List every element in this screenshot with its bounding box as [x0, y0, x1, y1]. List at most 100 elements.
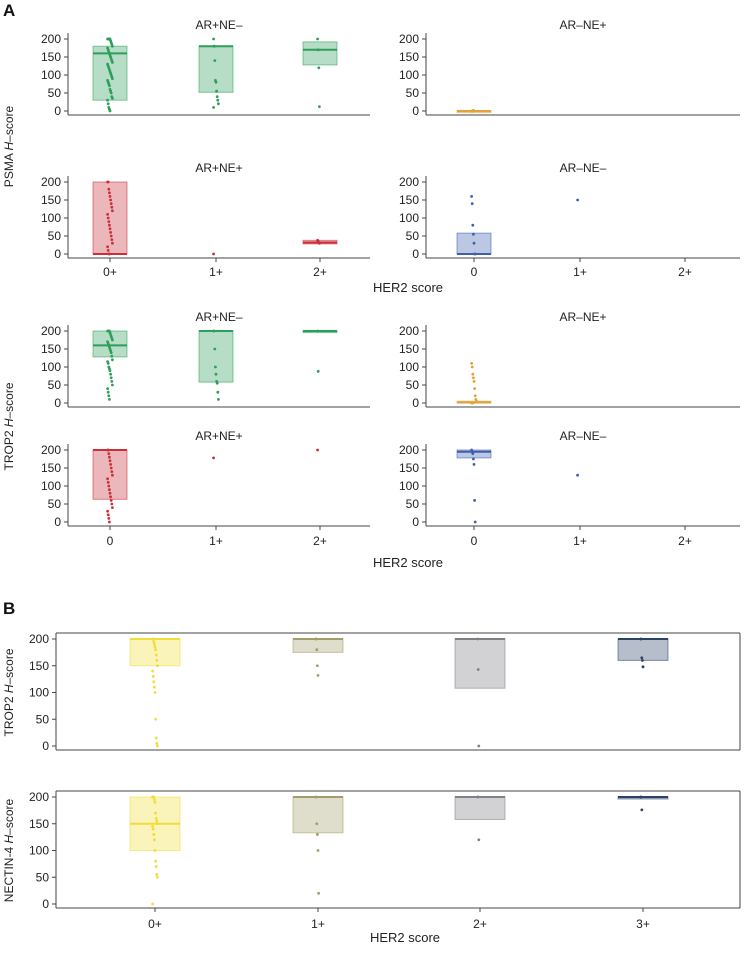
data-point [315, 822, 319, 826]
facet-trop2a-bottom-left: 0 50 100 150 200 AR+NE+ [41, 429, 370, 529]
data-point [470, 202, 474, 206]
y-tick-label: 150 [41, 193, 61, 207]
facet-title: AR–NE– [560, 429, 607, 443]
data-point [106, 213, 109, 216]
data-point [153, 685, 156, 689]
data-point [111, 338, 114, 342]
data-point [156, 822, 159, 826]
data-point [154, 811, 158, 815]
data-point [111, 506, 114, 509]
data-point [109, 231, 112, 234]
data-point [155, 659, 159, 662]
x-tick-label: 2+ [313, 534, 327, 548]
y-tick-label: 200 [41, 32, 61, 46]
x-tick-label: 1+ [573, 265, 587, 279]
data-point [473, 252, 477, 256]
y-tick-label: 100 [41, 360, 61, 374]
box [198, 45, 234, 93]
y-axis-title: PSMA H–score [2, 105, 16, 187]
data-point [110, 502, 114, 506]
x-tick-label: 1+ [311, 917, 325, 931]
facet-title: AR–NE+ [559, 18, 606, 32]
data-point [216, 390, 220, 394]
x-tick-label: 0 [107, 534, 114, 548]
x-tick-label: 1+ [573, 534, 587, 548]
data-point [152, 795, 156, 799]
data-point [108, 252, 111, 256]
data-point [108, 223, 111, 227]
x-axis-title: HER2 score [373, 555, 443, 570]
y-tick-label: 200 [41, 324, 61, 338]
y-tick-label: 150 [41, 50, 61, 64]
data-point [111, 209, 114, 213]
panel-b-label: B [3, 599, 15, 618]
data-point [109, 202, 113, 206]
data-point [316, 37, 319, 41]
data-point [470, 195, 473, 198]
data-point [108, 488, 111, 491]
data-point [472, 232, 475, 236]
data-point [111, 77, 114, 80]
data-point [317, 66, 321, 70]
data-point [111, 241, 114, 245]
y-tick-label: 150 [399, 50, 419, 64]
data-point [475, 399, 478, 403]
data-point [640, 656, 644, 660]
data-point [152, 640, 156, 644]
data-point [106, 180, 110, 184]
data-point [107, 452, 111, 455]
y-tick-label: 100 [41, 68, 61, 82]
data-point [106, 390, 110, 394]
data-point [109, 234, 113, 238]
data-point [473, 520, 477, 524]
data-point [212, 44, 216, 48]
data-point [108, 369, 112, 372]
y-axis-title: TROP2 H–score [2, 382, 16, 470]
data-point [109, 499, 113, 502]
data-point [217, 398, 220, 401]
box [454, 796, 506, 820]
y-tick-label: 0 [42, 897, 49, 911]
data-point [314, 795, 318, 799]
data-point [472, 241, 476, 245]
x-tick-label: 2+ [678, 534, 692, 548]
data-point [316, 329, 319, 333]
y-tick-label: 200 [29, 632, 49, 646]
data-point [317, 891, 320, 895]
data-point [151, 825, 155, 828]
facet-trop2a-top-left: 0 50 100 150 200 AR+NE– [41, 310, 370, 410]
facet-trop2a-top-right: 0 50 100 150 200 AR–NE+ [399, 310, 740, 410]
x-tick-label: 2+ [678, 265, 692, 279]
box [454, 638, 506, 689]
data-point [215, 95, 219, 98]
data-point [155, 873, 159, 876]
data-point [472, 108, 475, 112]
data-point [316, 664, 319, 668]
data-point [641, 659, 644, 662]
data-point [108, 459, 112, 463]
data-point [151, 902, 155, 906]
y-tick-label: 100 [399, 479, 419, 493]
data-point [108, 84, 111, 88]
data-point [154, 736, 158, 740]
data-point [151, 669, 155, 673]
data-point [314, 637, 318, 641]
data-point [213, 59, 217, 62]
data-point [111, 61, 114, 64]
data-point [108, 109, 112, 113]
data-point [476, 668, 480, 671]
data-point [153, 691, 157, 694]
data-point [155, 819, 159, 823]
data-point [316, 833, 319, 836]
data-point [153, 838, 156, 842]
y-tick-label: 100 [399, 211, 419, 225]
box [129, 638, 181, 667]
data-point [151, 827, 155, 831]
data-point [212, 37, 216, 41]
data-point [110, 205, 114, 209]
data-point [318, 241, 321, 245]
data-point [640, 808, 644, 812]
data-point [214, 365, 217, 369]
data-point [111, 44, 114, 48]
